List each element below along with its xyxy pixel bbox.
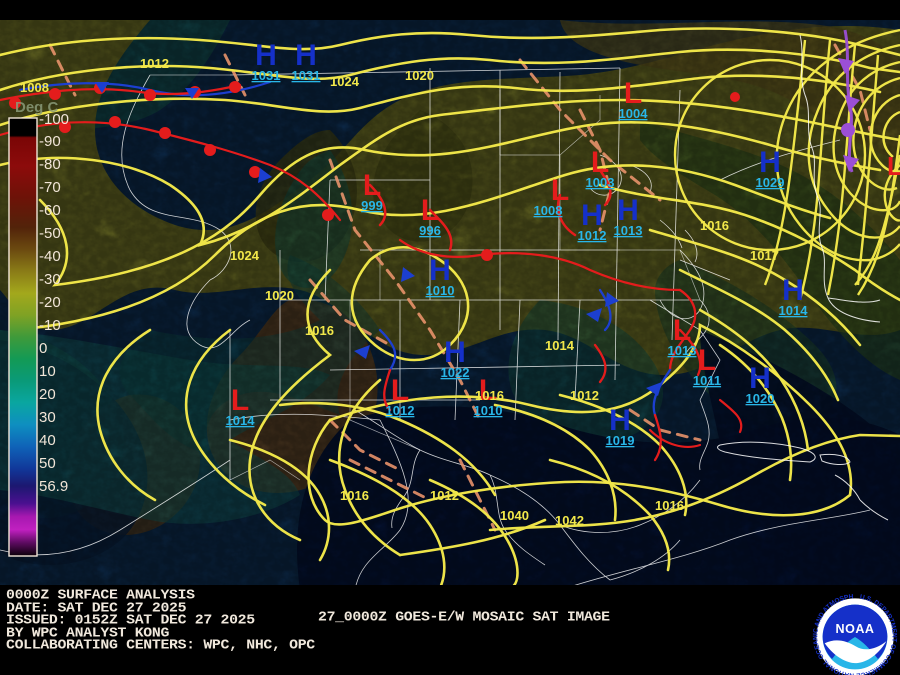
svg-text:1016: 1016: [475, 388, 504, 403]
svg-text:1011: 1011: [693, 373, 721, 388]
svg-text:30: 30: [39, 409, 56, 426]
svg-text:1012: 1012: [570, 388, 599, 403]
svg-text:-90: -90: [39, 133, 61, 150]
svg-text:1012: 1012: [140, 56, 169, 71]
svg-text:1016: 1016: [700, 218, 729, 233]
svg-text:-50: -50: [39, 225, 61, 242]
svg-text:1020: 1020: [265, 288, 294, 303]
svg-text:-20: -20: [39, 294, 61, 311]
svg-text:1040: 1040: [500, 508, 529, 523]
svg-text:1022: 1022: [441, 365, 470, 380]
svg-text:1014: 1014: [545, 338, 575, 353]
svg-text:996: 996: [419, 223, 441, 238]
svg-text:1029: 1029: [756, 175, 785, 190]
svg-text:20: 20: [39, 386, 56, 403]
svg-text:0: 0: [39, 340, 47, 357]
svg-text:-100: -100: [39, 111, 69, 128]
svg-text:1010: 1010: [426, 283, 455, 298]
svg-text:10: 10: [39, 363, 56, 380]
svg-text:1016: 1016: [305, 323, 334, 338]
svg-text:1016: 1016: [340, 488, 369, 503]
svg-text:56.9: 56.9: [39, 478, 68, 495]
svg-text:-70: -70: [39, 179, 61, 196]
svg-text:1042: 1042: [555, 513, 584, 528]
svg-text:-60: -60: [39, 202, 61, 219]
svg-text:-40: -40: [39, 248, 61, 265]
svg-text:1020: 1020: [405, 68, 434, 83]
svg-text:1008: 1008: [534, 203, 563, 218]
svg-text:1024: 1024: [330, 74, 360, 89]
svg-text:1020: 1020: [746, 391, 775, 406]
svg-text:1013: 1013: [668, 343, 697, 358]
svg-text:1012: 1012: [578, 228, 607, 243]
svg-text:-30: -30: [39, 271, 61, 288]
svg-text:999: 999: [361, 198, 383, 213]
svg-text:NOAA: NOAA: [836, 622, 875, 636]
svg-text:1003: 1003: [586, 175, 615, 190]
svg-text:1014: 1014: [226, 413, 256, 428]
svg-text:1008: 1008: [20, 80, 49, 95]
svg-text:1012: 1012: [430, 488, 459, 503]
svg-text:50: 50: [39, 455, 56, 472]
svg-text:1013: 1013: [614, 223, 643, 238]
svg-text:1031: 1031: [252, 68, 281, 83]
svg-text:1031: 1031: [292, 68, 321, 83]
svg-text:1014: 1014: [779, 303, 809, 318]
svg-text:1010: 1010: [474, 403, 503, 418]
svg-text:1016: 1016: [655, 498, 684, 513]
svg-text:1004: 1004: [619, 106, 649, 121]
svg-text:1024: 1024: [230, 248, 260, 263]
svg-text:1019: 1019: [606, 433, 635, 448]
svg-text:40: 40: [39, 432, 56, 449]
svg-text:1017: 1017: [750, 248, 779, 263]
svg-text:-80: -80: [39, 156, 61, 173]
svg-text:L: L: [887, 151, 900, 181]
svg-text:1012: 1012: [386, 403, 415, 418]
svg-text:-10: -10: [39, 317, 61, 334]
